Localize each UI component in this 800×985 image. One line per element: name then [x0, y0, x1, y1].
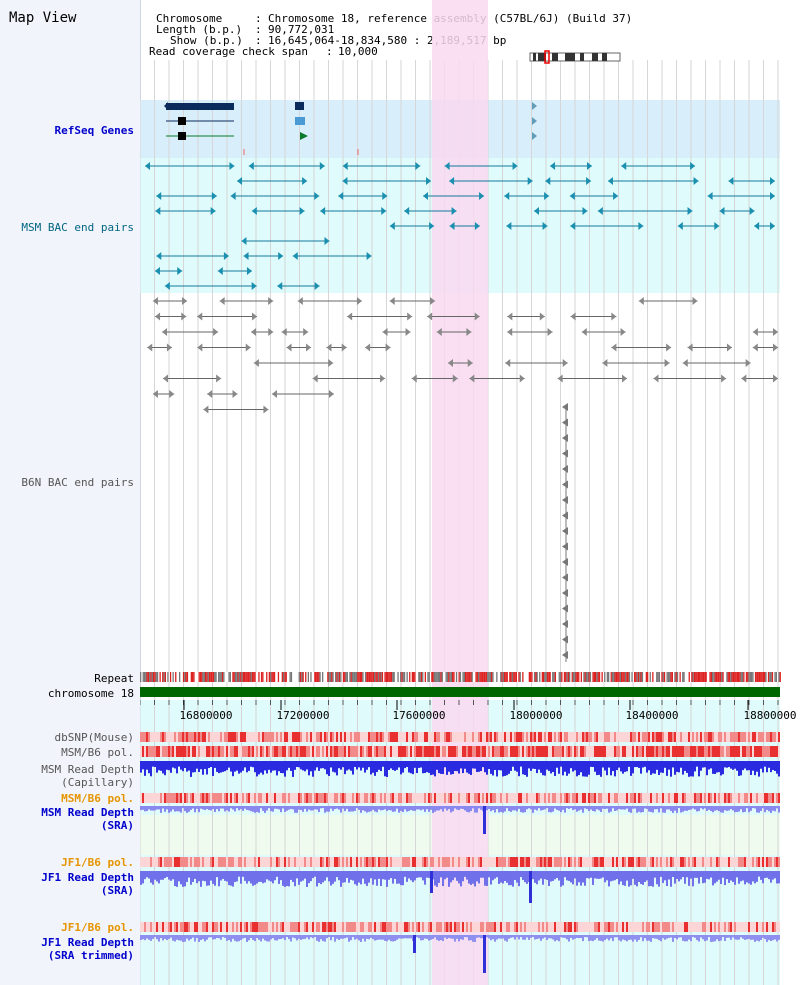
track-label-chromosome: chromosome 18	[47, 687, 134, 700]
bac-end-marker	[562, 527, 568, 535]
coverage-sep: :	[326, 45, 333, 58]
track-label-refseq: RefSeq Genes	[54, 124, 134, 137]
chromosome-ideogram	[529, 50, 621, 64]
track-label-jf1-depth-trim-sub: (SRA trimmed)	[47, 949, 134, 962]
gene-feature	[300, 132, 308, 140]
track-label-msm-bac: MSM BAC end pairs	[21, 221, 134, 234]
selected-region-highlight	[432, 0, 488, 985]
gene-feature	[166, 103, 234, 110]
bac-end-marker	[562, 542, 568, 551]
track-label-jf1-depth-sra-sub: (SRA)	[100, 884, 134, 897]
msm-bac-end-pairs	[145, 162, 775, 290]
bac-end-marker	[562, 511, 568, 520]
b6n-bac-end-pairs	[147, 297, 778, 662]
length-label: Length (b.p.)	[156, 23, 243, 36]
bac-end-marker	[562, 635, 568, 644]
track-label-msm-b6-pol-2: MSM/B6 pol.	[61, 792, 134, 805]
gene-feature	[295, 117, 305, 125]
track-label-dbsnp: dbSNP(Mouse)	[54, 731, 134, 744]
axis-tick-label: 16800000	[180, 709, 233, 722]
bac-end-marker	[562, 480, 568, 489]
jf1-depth-sra	[140, 871, 780, 903]
chromosome-info-label: Chromosome	[156, 12, 223, 25]
bac-end-marker	[562, 465, 568, 473]
msm-b6-pol-strip-2	[140, 793, 780, 803]
msm-depth-sra	[140, 806, 780, 834]
track-label-jf1-b6-pol-2: JF1/B6 pol.	[61, 921, 134, 934]
bac-end-marker	[562, 449, 568, 458]
bac-end-marker	[562, 589, 568, 597]
axis-tick-label: 17600000	[393, 709, 446, 722]
track-label-b6n-bac: B6N BAC end pairs	[21, 476, 134, 489]
dbsnp-strip	[140, 732, 780, 742]
track-label-jf1-depth-sra: JF1 Read Depth	[41, 871, 134, 884]
track-label-repeat: Repeat	[94, 672, 134, 685]
msm-b6-pol-strip	[140, 746, 780, 757]
bac-end-marker	[562, 403, 568, 411]
bac-end-marker	[562, 573, 568, 582]
genome-browser-canvas[interactable]: 16800000 17200000 17600000 18000000 18400000…	[140, 0, 800, 985]
axis-tick-label: 18800000	[744, 709, 797, 722]
bac-end-marker	[562, 558, 568, 566]
length-value: 90,772,031	[268, 23, 335, 36]
coverage-value: 10,000	[338, 45, 378, 58]
page-title: Map View	[9, 10, 77, 26]
bac-end-marker	[562, 604, 568, 613]
bac-end-marker	[562, 651, 568, 659]
track-label-jf1-depth-trim: JF1 Read Depth	[41, 936, 134, 949]
gene-feature	[295, 102, 304, 110]
track-label-jf1-b6-pol: JF1/B6 pol.	[61, 856, 134, 869]
chromosome-bar	[140, 687, 780, 697]
track-label-msm-depth-cap: MSM Read Depth	[41, 763, 134, 776]
track-label-msm-b6-pol: MSM/B6 pol.	[61, 746, 134, 759]
bac-end-marker	[562, 620, 568, 628]
track-label-msm-depth-sra-sub: (SRA)	[100, 819, 134, 832]
repeat-track	[140, 672, 781, 682]
bac-end-marker	[562, 418, 568, 427]
show-label: Show (b.p.)	[170, 34, 243, 47]
refseq-genes	[164, 102, 537, 155]
left-panel	[0, 0, 141, 985]
axis-tick-label: 17200000	[277, 709, 330, 722]
chromosome-info-sep: :	[255, 12, 262, 25]
jf1-b6-pol-strip	[140, 857, 780, 867]
show-sep: :	[255, 34, 262, 47]
jf1-b6-pol-strip-2	[140, 922, 780, 932]
msm-depth-capillary	[140, 761, 780, 777]
length-sep: :	[255, 23, 262, 36]
axis-tick-label: 18000000	[510, 709, 563, 722]
bac-end-marker	[562, 496, 568, 504]
jf1-depth-trimmed	[140, 935, 780, 973]
axis-tick-label: 18400000	[626, 709, 679, 722]
track-label-msm-depth-sra: MSM Read Depth	[41, 806, 134, 819]
track-label-msm-depth-cap-sub: (Capillary)	[61, 776, 134, 789]
coverage-label: Read coverage check span	[149, 45, 308, 58]
bac-end-marker	[562, 434, 568, 442]
